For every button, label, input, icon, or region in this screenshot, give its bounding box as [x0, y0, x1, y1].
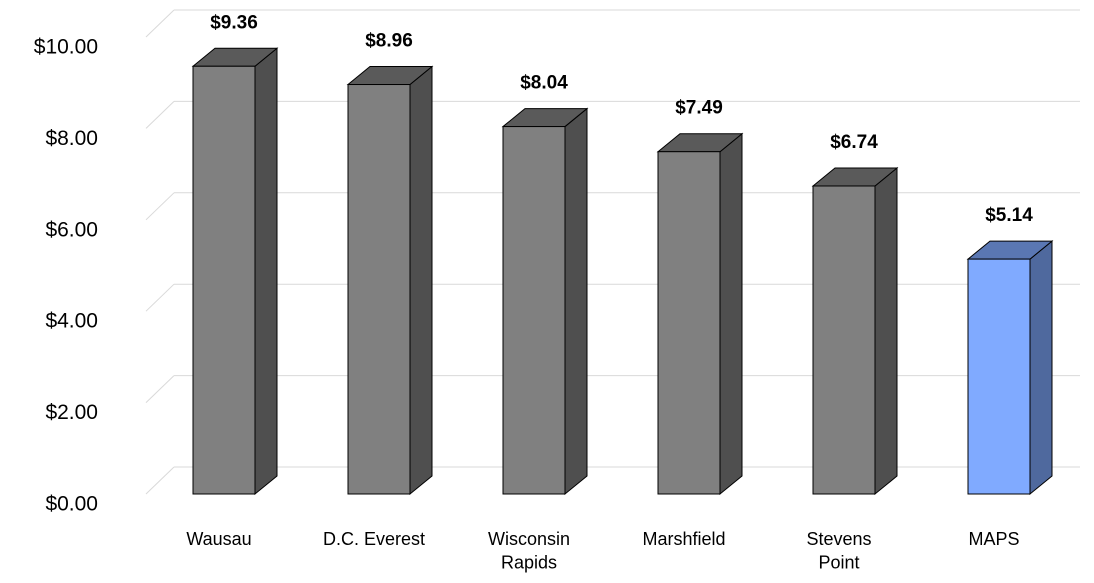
y-tick-label: $10.00	[34, 36, 98, 59]
x-tick-label: Stevens Point	[806, 529, 871, 572]
bar-side	[1029, 240, 1053, 496]
bar	[657, 151, 721, 495]
value-label: $7.49	[675, 98, 723, 119]
x-tick-label: Wisconsin Rapids	[488, 529, 570, 572]
bar-side	[719, 132, 743, 496]
value-label: $9.36	[210, 12, 258, 33]
x-tick-label: Wausau	[186, 529, 251, 549]
bar-side	[564, 107, 588, 496]
value-label: $6.74	[830, 132, 878, 153]
x-tick-label: Marshfield	[642, 529, 725, 549]
bar-side	[254, 47, 278, 496]
value-label: $8.04	[520, 73, 568, 94]
y-tick-label: $2.00	[45, 401, 98, 424]
y-tick-label: $0.00	[45, 493, 98, 516]
value-label: $5.14	[985, 205, 1033, 226]
grid-line-depth	[145, 283, 175, 312]
value-label: $8.96	[365, 31, 413, 52]
bar-side	[874, 166, 898, 496]
grid-line-depth	[145, 375, 175, 403]
bar	[812, 185, 876, 495]
bar-side	[409, 65, 433, 496]
grid-line-depth	[145, 466, 175, 495]
bar	[347, 84, 411, 495]
x-tick-label: MAPS	[968, 529, 1019, 549]
bar	[967, 258, 1031, 495]
grid-line-depth	[145, 192, 175, 221]
y-tick-label: $8.00	[45, 127, 98, 150]
y-tick-label: $4.00	[45, 310, 98, 333]
bar	[502, 126, 566, 495]
grid-line-depth	[145, 101, 175, 129]
y-tick-label: $6.00	[45, 218, 98, 241]
x-tick-label: D.C. Everest	[323, 529, 425, 549]
bar	[192, 65, 256, 495]
grid-line-depth	[145, 9, 175, 38]
